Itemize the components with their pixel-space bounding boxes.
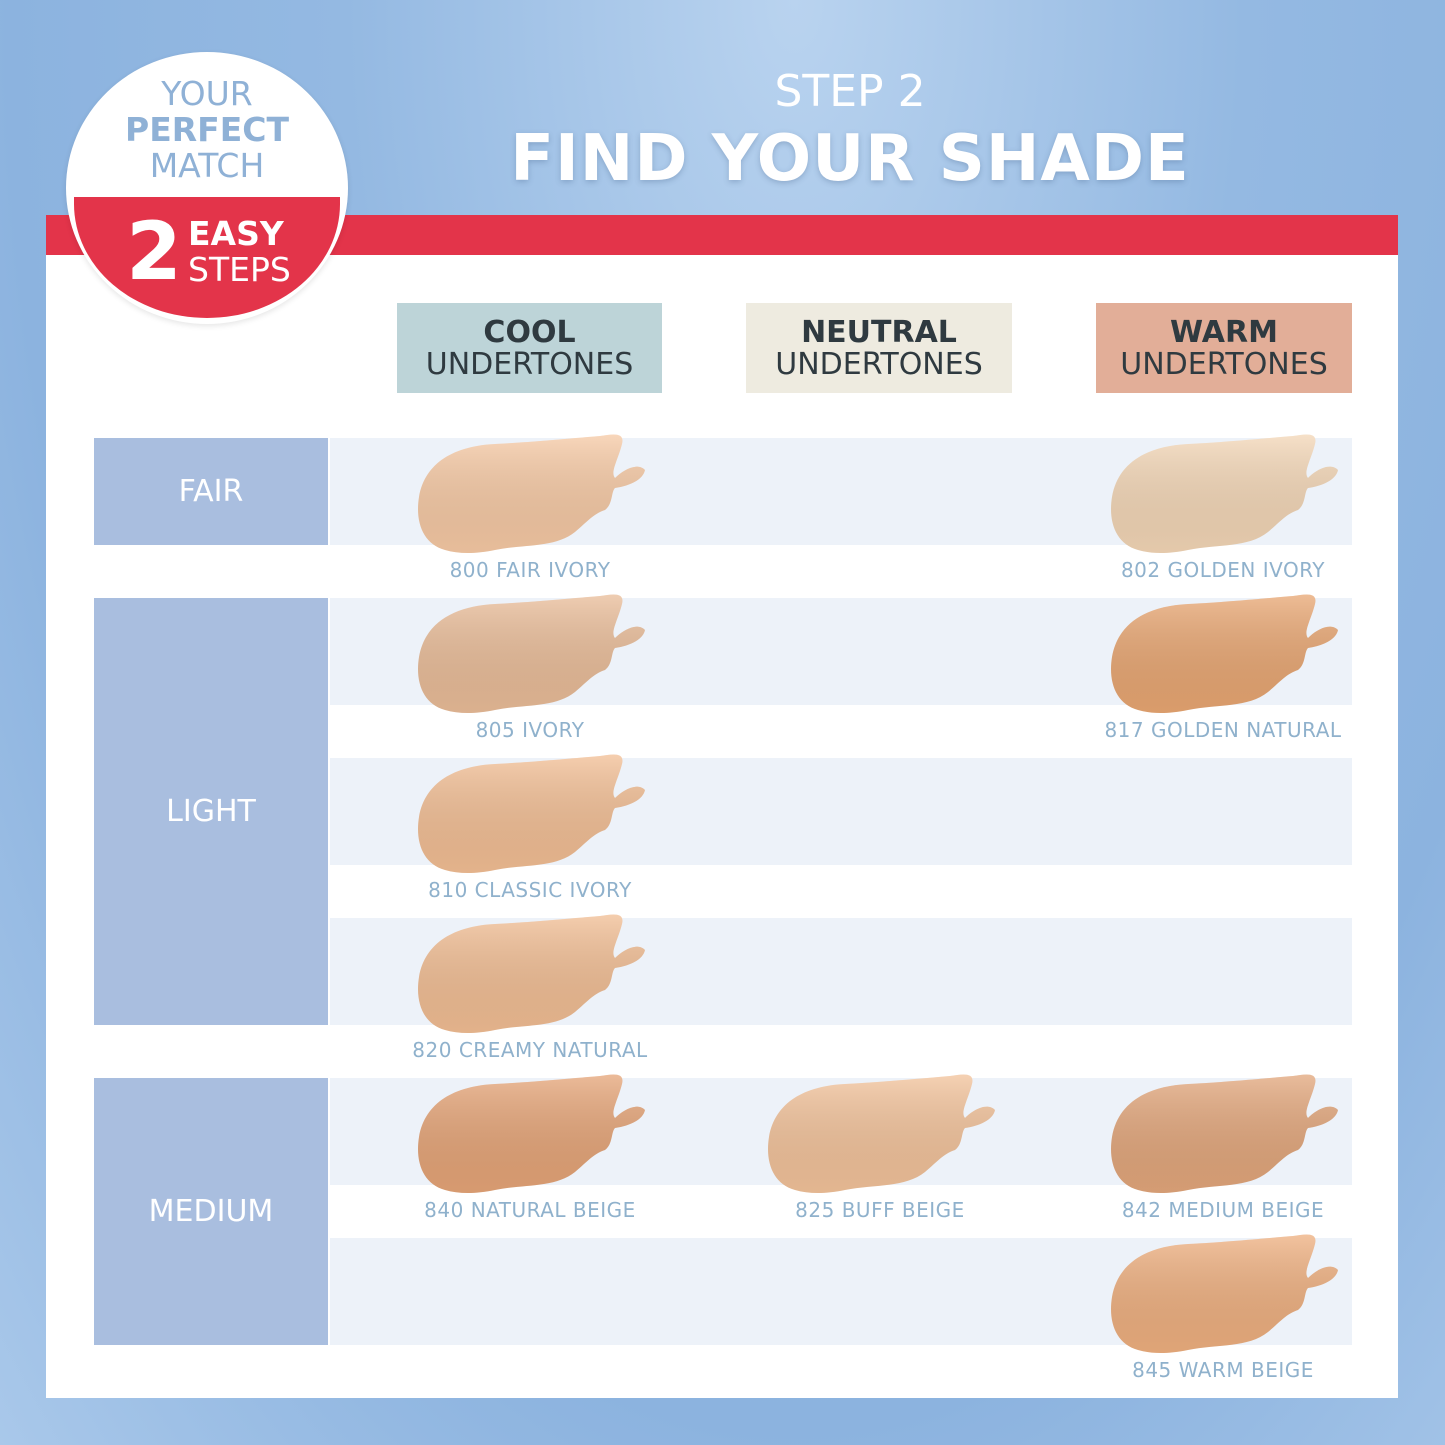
column-subtitle: UNDERTONES [775,347,983,382]
column-header-neutral: NEUTRAL UNDERTONES [746,303,1012,393]
level-fair: FAIR [94,438,328,545]
level-light: LIGHT [94,598,328,1025]
shade-name: 845 WARM BEIGE [1132,1358,1314,1382]
badge-line4: EASY [188,214,284,253]
shade-swatch[interactable] [1108,1072,1340,1198]
shade-name: 800 FAIR IVORY [449,558,611,582]
shade-swatch[interactable] [1108,592,1340,718]
shade-name: 805 IVORY [475,718,585,742]
shade-swatch[interactable] [415,912,647,1038]
shade-name: 810 CLASSIC IVORY [428,878,632,902]
badge-line3: MATCH [149,146,265,185]
badge-line2: PERFECT [125,110,289,149]
shade-swatch[interactable] [1108,1232,1340,1358]
shade-swatch[interactable] [415,592,647,718]
shade-swatch[interactable] [1108,432,1340,558]
badge: YOUR PERFECT MATCH 2 EASY STEPS [66,52,348,324]
column-subtitle: UNDERTONES [425,347,634,382]
shade-swatch[interactable] [415,432,647,558]
column-header-warm: WARM UNDERTONES [1096,303,1352,393]
column-title: WARM [1170,315,1278,350]
badge-number: 2 [126,205,182,298]
shade-swatch[interactable] [415,752,647,878]
shade-name: 840 NATURAL BEIGE [424,1198,636,1222]
shade-name: 842 MEDIUM BEIGE [1121,1198,1325,1222]
shade-name: 817 GOLDEN NATURAL [1104,718,1342,742]
badge-line5: STEPS [188,250,291,289]
column-header-cool: COOL UNDERTONES [397,303,662,393]
step-label: STEP 2 [774,66,926,117]
column-subtitle: UNDERTONES [1120,347,1328,382]
shade-swatch[interactable] [765,1072,997,1198]
page-title: FIND YOUR SHADE [510,122,1190,196]
level-medium: MEDIUM [94,1078,328,1345]
badge-line1: YOUR [161,74,253,113]
shade-swatch[interactable] [415,1072,647,1198]
column-title: COOL [483,315,576,350]
shade-name: 825 BUFF BEIGE [795,1198,965,1222]
shade-name: 802 GOLDEN IVORY [1120,558,1326,582]
column-title: NEUTRAL [801,315,957,350]
shade-name: 820 CREAMY NATURAL [412,1038,648,1062]
